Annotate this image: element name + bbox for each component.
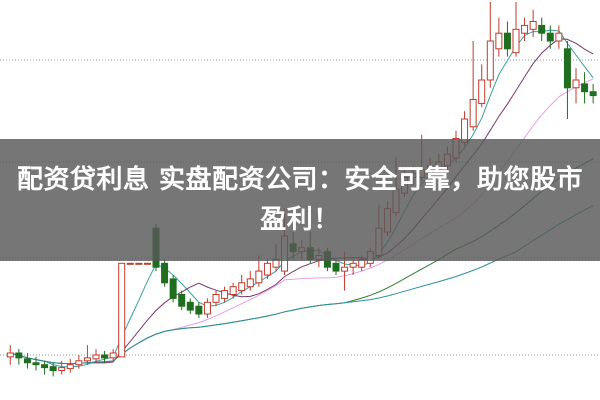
- candle-down: [41, 364, 49, 369]
- candle-up: [58, 367, 66, 372]
- candle-up: [143, 262, 151, 265]
- candle-down: [169, 278, 177, 299]
- candle-up: [341, 266, 349, 272]
- candle-up: [349, 262, 357, 268]
- candle-up: [6, 352, 14, 358]
- candle-up: [75, 360, 83, 366]
- ma10-line: [10, 38, 594, 365]
- candle-up: [203, 301, 211, 315]
- candle-up: [229, 286, 237, 296]
- candle-down: [538, 24, 546, 34]
- candle-up: [109, 352, 117, 359]
- candle-down: [178, 294, 186, 307]
- candle-up: [263, 262, 271, 276]
- candle-up: [92, 354, 100, 360]
- candle-up: [555, 32, 563, 42]
- candle-down: [332, 262, 340, 272]
- candle-up: [512, 28, 520, 54]
- candle-up: [221, 290, 229, 299]
- candle-down: [581, 83, 589, 93]
- candle-down: [563, 48, 571, 89]
- candle-up: [529, 21, 537, 30]
- candle-up: [572, 79, 580, 89]
- candle-up: [126, 262, 134, 265]
- candle-down: [15, 352, 23, 359]
- candle-down: [186, 301, 194, 311]
- candle-down: [101, 354, 109, 359]
- candle-down: [503, 32, 511, 50]
- candle-up: [83, 357, 91, 362]
- candle-up: [486, 40, 494, 81]
- candle-up: [212, 294, 220, 303]
- candle-down: [195, 305, 203, 315]
- candle-up: [66, 364, 74, 370]
- candle-down: [589, 91, 597, 97]
- candle-down: [546, 32, 554, 42]
- candle-down: [49, 366, 57, 372]
- candle-up: [238, 282, 246, 292]
- candle-up: [135, 262, 143, 265]
- headline-text: 配资贷利息 实盘配资公司：安全可靠，助您股市盈利！: [16, 165, 584, 235]
- candle-down: [32, 362, 40, 366]
- candle-down: [23, 358, 31, 364]
- candle-up: [478, 79, 486, 104]
- candle-down: [161, 262, 169, 284]
- headline-banner: 配资贷利息 实盘配资公司：安全可靠，助您股市盈利！: [0, 139, 600, 261]
- candle-up: [521, 24, 529, 34]
- candle-up: [118, 262, 126, 358]
- candle-up: [469, 99, 477, 128]
- candle-up: [246, 278, 254, 288]
- candle-up: [255, 270, 263, 284]
- candle-up: [495, 32, 503, 50]
